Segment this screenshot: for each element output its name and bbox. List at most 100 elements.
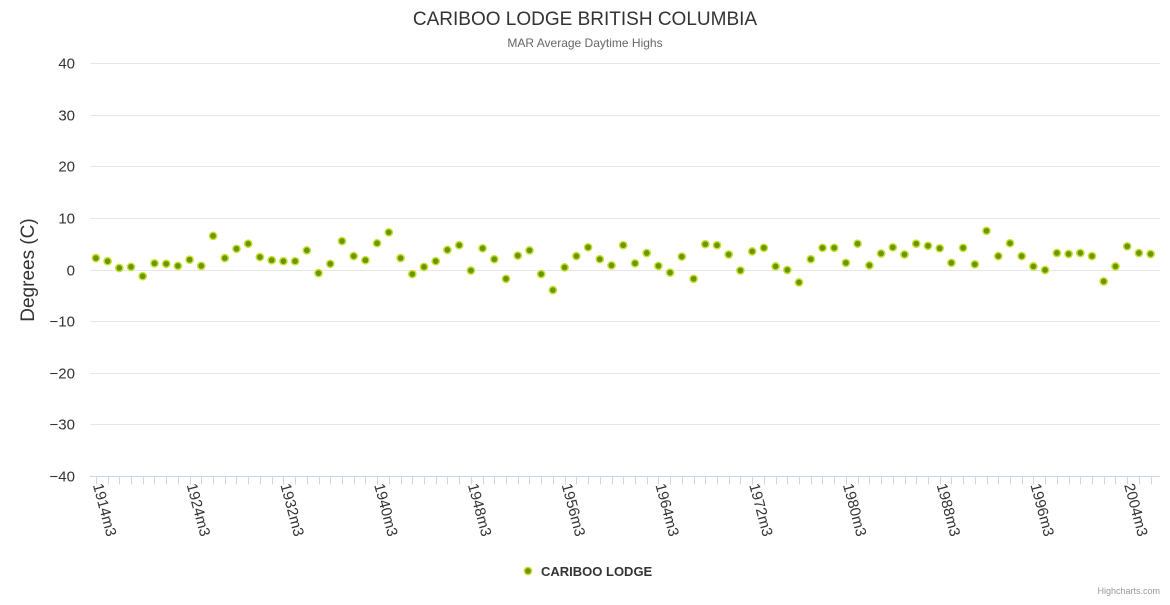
data-point[interactable]	[841, 258, 851, 268]
data-point[interactable]	[267, 255, 277, 265]
data-point[interactable]	[525, 246, 534, 255]
data-point[interactable]	[407, 269, 417, 279]
data-point[interactable]	[888, 242, 898, 252]
data-point[interactable]	[1040, 265, 1050, 275]
data-point[interactable]	[618, 240, 628, 250]
data-point[interactable]	[126, 262, 136, 272]
data-point[interactable]	[325, 259, 335, 269]
data-point[interactable]	[876, 249, 886, 258]
data-point[interactable]	[642, 248, 652, 258]
data-point[interactable]	[431, 256, 441, 266]
data-point[interactable]	[806, 254, 816, 264]
data-point[interactable]	[935, 243, 945, 253]
data-point[interactable]	[607, 261, 616, 270]
data-point[interactable]	[700, 239, 710, 249]
data-point[interactable]	[689, 274, 698, 284]
data-point[interactable]	[536, 269, 546, 279]
data-point[interactable]	[396, 253, 405, 263]
data-point[interactable]	[314, 268, 323, 278]
data-point[interactable]	[1005, 238, 1015, 248]
data-point[interactable]	[572, 251, 581, 261]
data-point[interactable]	[958, 243, 968, 253]
data-point[interactable]	[1111, 262, 1120, 271]
data-point[interactable]	[548, 285, 558, 295]
data-point[interactable]	[923, 241, 933, 251]
data-point[interactable]	[384, 227, 394, 237]
data-point[interactable]	[454, 240, 464, 250]
series-cariboo-lodge[interactable]	[91, 226, 1155, 295]
data-point[interactable]	[1064, 249, 1073, 259]
data-point[interactable]	[208, 231, 218, 241]
data-point[interactable]	[185, 255, 194, 265]
data-point[interactable]	[361, 255, 370, 265]
data-point[interactable]	[759, 243, 769, 253]
data-point[interactable]	[560, 263, 569, 272]
data-point[interactable]	[513, 251, 523, 260]
data-point[interactable]	[630, 258, 640, 268]
data-point[interactable]	[337, 236, 347, 246]
data-point[interactable]	[138, 271, 148, 281]
data-point[interactable]	[232, 244, 241, 254]
data-point[interactable]	[654, 261, 663, 271]
data-point[interactable]	[1029, 262, 1038, 271]
data-point[interactable]	[1052, 248, 1062, 258]
data-point[interactable]	[1099, 277, 1109, 286]
data-point[interactable]	[1075, 248, 1085, 258]
data-point[interactable]	[771, 262, 780, 271]
data-point[interactable]	[220, 253, 230, 263]
data-point[interactable]	[947, 258, 956, 268]
data-point[interactable]	[595, 254, 605, 264]
x-tick-label: 1940m3	[370, 482, 400, 539]
data-point[interactable]	[747, 247, 757, 256]
data-point[interactable]	[993, 251, 1003, 261]
x-tick-label: 1956m3	[558, 482, 588, 539]
data-point[interactable]	[466, 266, 476, 275]
data-point[interactable]	[349, 251, 359, 261]
data-point[interactable]	[736, 266, 745, 275]
data-point[interactable]	[443, 245, 452, 255]
data-point[interactable]	[489, 254, 499, 264]
data-point[interactable]	[1146, 249, 1155, 259]
data-point[interactable]	[794, 278, 804, 287]
data-point[interactable]	[865, 261, 874, 270]
data-point[interactable]	[900, 250, 909, 259]
data-point[interactable]	[255, 252, 265, 262]
data-point[interactable]	[911, 239, 921, 249]
data-point[interactable]	[724, 250, 734, 259]
data-point[interactable]	[196, 261, 206, 271]
data-point[interactable]	[712, 240, 722, 250]
data-point[interactable]	[478, 243, 487, 253]
data-point[interactable]	[583, 242, 593, 252]
data-point[interactable]	[1087, 251, 1097, 261]
legend-item-cariboo-lodge[interactable]: CARIBOO LODGE	[541, 564, 653, 579]
data-point[interactable]	[1017, 251, 1027, 261]
data-point[interactable]	[290, 256, 300, 266]
data-point[interactable]	[818, 243, 827, 253]
data-point[interactable]	[150, 258, 159, 268]
data-point[interactable]	[302, 246, 312, 255]
data-point[interactable]	[419, 262, 429, 272]
data-point[interactable]	[782, 265, 792, 275]
legend[interactable]: CARIBOO LODGE	[523, 564, 653, 579]
y-tick-label: −10	[50, 314, 75, 331]
data-point[interactable]	[1122, 241, 1132, 251]
data-point[interactable]	[114, 263, 124, 273]
data-point[interactable]	[91, 253, 101, 263]
data-point[interactable]	[677, 252, 687, 261]
data-point[interactable]	[982, 226, 991, 236]
data-point[interactable]	[665, 268, 675, 277]
data-point[interactable]	[279, 256, 288, 266]
data-point[interactable]	[161, 259, 171, 269]
data-point[interactable]	[829, 243, 839, 253]
data-point[interactable]	[372, 238, 382, 248]
data-point[interactable]	[243, 239, 253, 249]
x-tick-label: 1948m3	[464, 482, 494, 539]
data-point[interactable]	[853, 239, 862, 249]
data-point[interactable]	[173, 261, 183, 271]
data-point[interactable]	[1134, 248, 1144, 258]
data-point[interactable]	[103, 256, 112, 266]
credits-link[interactable]: Highcharts.com	[1097, 586, 1160, 596]
data-point[interactable]	[501, 274, 511, 284]
data-point[interactable]	[970, 259, 980, 269]
